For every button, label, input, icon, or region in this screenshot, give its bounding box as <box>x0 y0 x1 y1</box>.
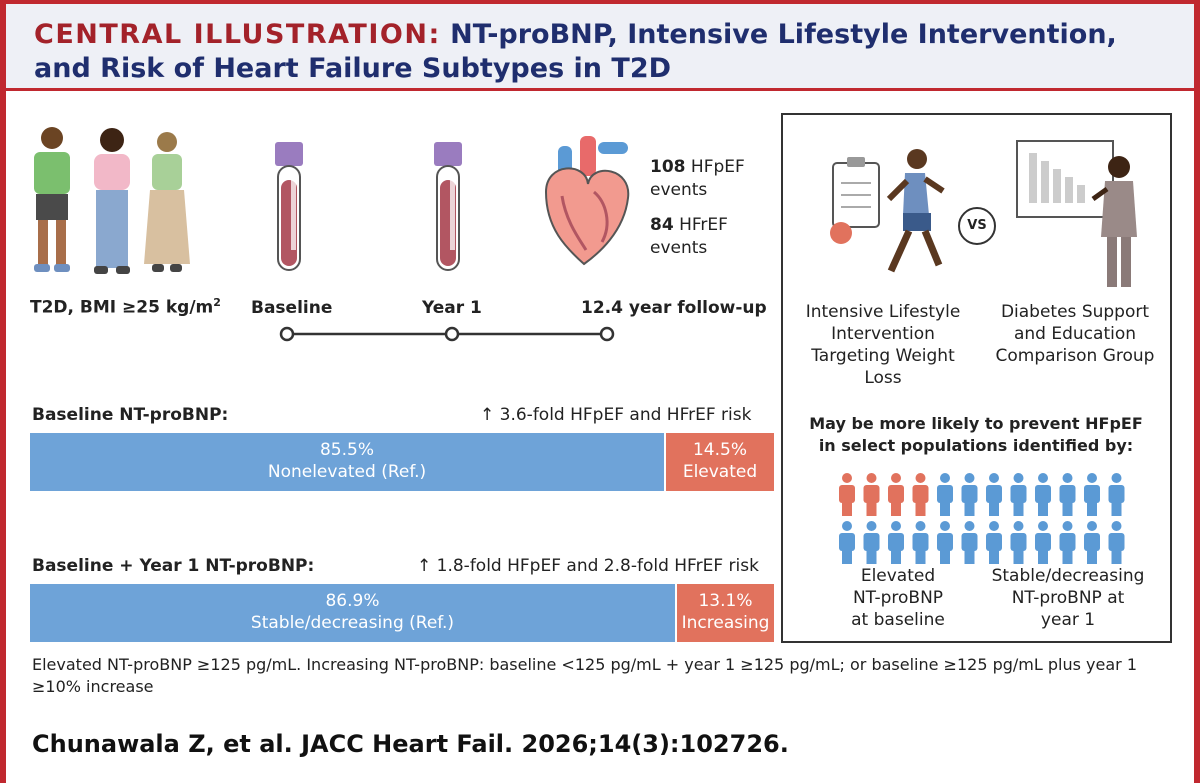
timeline-dot-year1 <box>444 326 460 342</box>
ili-label: Intensive Lifestyle Intervention Targeti… <box>793 301 973 389</box>
person-icon <box>839 521 855 564</box>
person-icon <box>1035 521 1051 564</box>
patients-illustration-icon <box>34 127 190 274</box>
year1-increasing-label: Increasing <box>681 613 770 633</box>
person-icon <box>839 473 855 516</box>
baseline-nonelevated-pct: 85.5% <box>319 440 374 460</box>
prevent-line1: May be more likely to prevent HFpEF <box>809 414 1143 433</box>
timeline-year1-label: Year 1 <box>422 298 482 318</box>
person-icon <box>1084 473 1100 516</box>
baseline-elevated-bar: 14.5% Elevated <box>666 433 774 491</box>
person-icon <box>1035 473 1051 516</box>
year1-increasing-pct: 13.1% <box>698 591 753 611</box>
blood-tube-baseline-icon <box>275 142 303 271</box>
hfpef-count: 108 <box>650 157 686 177</box>
runner-icon <box>830 149 945 273</box>
year1-stable-pct: 86.9% <box>325 591 380 611</box>
hfref-label: HFrEF <box>679 215 728 235</box>
dse-label: Diabetes Support and Education Compariso… <box>985 301 1165 367</box>
timeline <box>279 326 615 342</box>
prevent-text: May be more likely to prevent HFpEF in s… <box>783 413 1169 457</box>
timeline-dot-baseline <box>279 326 295 342</box>
title-lead: CENTRAL ILLUSTRATION: <box>34 19 441 50</box>
heart-icon <box>544 136 630 266</box>
person-icon <box>937 521 953 564</box>
presenter-icon <box>1016 140 1137 287</box>
person-icon <box>863 521 880 564</box>
person-icon <box>912 473 929 516</box>
stable-line3: year 1 <box>1040 610 1096 630</box>
person-icon <box>1059 473 1076 516</box>
person-icon <box>888 473 904 516</box>
timeline-followup-label: 12.4 year follow-up <box>581 298 767 318</box>
dse-line2: and Education <box>1013 324 1137 344</box>
person-icon <box>1084 521 1100 564</box>
dse-line1: Diabetes Support <box>1000 302 1150 322</box>
population-superscript: 2 <box>213 296 221 309</box>
year1-stable-bar: 86.9% Stable/decreasing (Ref.) <box>30 584 675 642</box>
stable-line1: Stable/decreasing <box>991 566 1145 586</box>
person-icon <box>1059 521 1076 564</box>
year1-risk-text: ↑ 1.8-fold HFpEF and 2.8-fold HFrEF risk <box>417 556 759 576</box>
page-title: CENTRAL ILLUSTRATION: NT-proBNP, Intensi… <box>34 18 1184 86</box>
baseline-risk-text: ↑ 3.6-fold HFpEF and HFrEF risk <box>480 405 752 425</box>
person-icon <box>1010 521 1027 564</box>
elevated-baseline-label: Elevated NT-proBNP at baseline <box>823 565 973 631</box>
title-line1: NT-proBNP, Intensive Lifestyle Intervent… <box>440 19 1117 50</box>
prevent-line2: in select populations identified by: <box>818 436 1134 455</box>
elev-line3: at baseline <box>851 610 945 630</box>
baseline-nonelevated-bar: 85.5% Nonelevated (Ref.) <box>30 433 664 491</box>
baseline-nonelevated-label: Nonelevated (Ref.) <box>267 462 427 482</box>
person-icon <box>1010 473 1027 516</box>
person-icon <box>986 521 1002 564</box>
person-icon <box>986 473 1002 516</box>
people-grid <box>839 473 1125 564</box>
intervention-panel: VS Intensive Lifestyle Intervention Targ… <box>781 113 1172 643</box>
blood-tube-year1-icon <box>434 142 462 271</box>
elev-line2: NT-proBNP <box>852 588 944 608</box>
hfref-count: 84 <box>650 215 674 235</box>
baseline-elevated-pct: 14.5% <box>692 440 747 460</box>
timeline-dot-followup <box>599 326 615 342</box>
header-banner: CENTRAL ILLUSTRATION: NT-proBNP, Intensi… <box>6 4 1194 91</box>
person-icon <box>1108 473 1125 516</box>
ili-line2: Intervention <box>831 324 935 344</box>
title-line2: and Risk of Heart Failure Subtypes in T2… <box>34 53 672 84</box>
person-icon <box>961 521 978 564</box>
person-icon <box>888 521 904 564</box>
year1-section-label: Baseline + Year 1 NT-proBNP: <box>32 556 315 576</box>
person-icon <box>912 521 929 564</box>
dse-line3: Comparison Group <box>995 346 1155 366</box>
timeline-baseline-label: Baseline <box>251 298 333 318</box>
hfpef-events: 108 HFpEF events <box>650 156 745 202</box>
baseline-section-label: Baseline NT-proBNP: <box>32 405 229 425</box>
year1-increasing-bar: 13.1% Increasing <box>677 584 774 642</box>
stable-line2: NT-proBNP at <box>1011 588 1125 608</box>
stable-year1-label: Stable/decreasing NT-proBNP at year 1 <box>977 565 1159 631</box>
person-icon <box>1108 521 1125 564</box>
hfpef-suffix: events <box>650 180 708 200</box>
person-icon <box>863 473 880 516</box>
hfref-suffix: events <box>650 238 708 258</box>
year1-stable-label: Stable/decreasing (Ref.) <box>250 613 455 633</box>
hfpef-label: HFpEF <box>690 157 745 177</box>
elev-line1: Elevated <box>860 566 936 586</box>
population-label: T2D, BMI ≥25 kg/m2 <box>30 296 221 318</box>
ili-line3: Targeting Weight Loss <box>811 346 955 388</box>
vs-badge: VS <box>958 207 996 245</box>
citation: Chunawala Z, et al. JACC Heart Fail. 202… <box>32 730 789 758</box>
footnote: Elevated NT-proBNP ≥125 pg/mL. Increasin… <box>32 655 1137 696</box>
person-icon <box>937 473 953 516</box>
hfref-events: 84 HFrEF events <box>650 214 728 260</box>
ili-line1: Intensive Lifestyle <box>805 302 961 322</box>
person-icon <box>961 473 978 516</box>
baseline-elevated-label: Elevated <box>682 462 758 482</box>
